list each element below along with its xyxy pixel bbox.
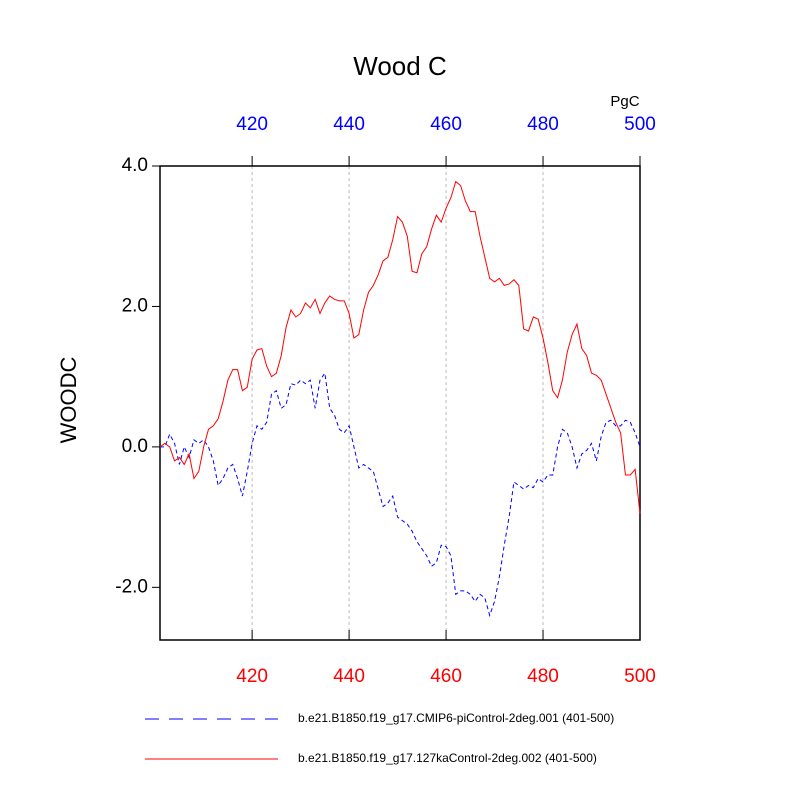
x-tick-label: 440 [333,666,365,687]
units-label: PgC [610,93,639,110]
x-top-tick-label: 480 [527,114,559,135]
x-top-tick-label: 420 [236,114,268,135]
y-tick-label: 2.0 [122,295,148,316]
y-tick-label: 4.0 [122,155,148,176]
series-line [159,180,641,514]
x-tick-label: 480 [527,666,559,687]
x-top-tick-label: 500 [624,114,656,135]
y-tick-label: -2.0 [115,576,148,597]
y-axis-label: WOODC [56,357,81,444]
x-tick-label: 460 [430,666,462,687]
x-top-tick-label: 440 [333,114,365,135]
plot-frame [159,165,641,641]
series-line [160,371,641,618]
legend-label: b.e21.B1850.f19_g17.127kaControl-2deg.00… [298,751,597,765]
x-top-tick-label: 460 [430,114,462,135]
x-tick-label: 420 [236,666,268,687]
chart-title: Wood C [353,51,446,81]
x-tick-label: 500 [624,666,656,687]
y-tick-label: 0.0 [122,436,148,457]
legend-label: b.e21.B1850.f19_g17.CMIP6-piControl-2deg… [298,711,614,725]
